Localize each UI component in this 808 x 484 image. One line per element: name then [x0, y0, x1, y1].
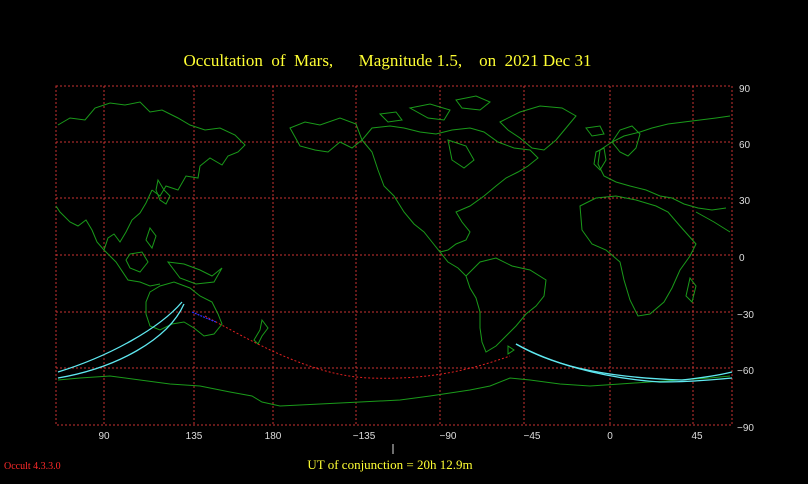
y-axis-labels: 90 60 30 0 −30 −60 −90: [737, 84, 754, 434]
coast-new-guinea: [166, 261, 223, 285]
x-tick-label: −45: [524, 431, 541, 442]
y-tick-label: 60: [739, 140, 751, 151]
coast-south-america: [465, 257, 547, 353]
version-label: Occult 4.3.3.0: [4, 461, 61, 472]
coast-north-asia: [57, 101, 246, 197]
occultation-path: [57, 301, 733, 383]
coast-north-america: [361, 125, 539, 253]
x-tick-label: −90: [440, 431, 457, 442]
coast-madagascar: [685, 276, 697, 303]
central-line-start: [191, 311, 217, 323]
coast-australia: [145, 281, 223, 337]
coast-scandinavia: [611, 125, 641, 157]
coast-antarctica: [57, 375, 731, 407]
coast-europe: [597, 115, 731, 211]
y-tick-label: 90: [739, 84, 751, 95]
path-limit-west-north: [57, 301, 183, 373]
y-tick-label: −30: [737, 310, 754, 321]
coast-iceland: [585, 125, 605, 137]
x-tick-label: −135: [353, 431, 376, 442]
coast-central-america: [439, 251, 467, 277]
coast-arctic-islands: [378, 95, 491, 123]
path-limit-east-south: [515, 343, 733, 383]
coast-greenland: [499, 105, 577, 151]
y-tick-label: 0: [739, 253, 745, 264]
y-tick-label: 30: [739, 196, 751, 207]
coast-hudson-bay: [447, 139, 475, 169]
x-tick-label: 0: [607, 431, 613, 442]
coast-sumatra-java: [103, 249, 161, 287]
x-axis-labels: 90 135 180 −135 −90 −45 0 45: [98, 431, 703, 442]
x-tick-label: 180: [265, 431, 282, 442]
path-limit-east-north: [515, 343, 733, 381]
y-tick-label: −90: [737, 423, 754, 434]
coast-borneo: [125, 251, 149, 273]
coast-philippines: [145, 226, 157, 250]
ut-of-conjunction: UT of conjunction = 20h 12.9m: [307, 457, 473, 472]
coastlines: [55, 95, 731, 407]
central-line: [204, 315, 511, 379]
x-tick-label: 90: [98, 431, 110, 442]
x-tick-label: 45: [691, 431, 703, 442]
coast-alaska: [289, 117, 363, 153]
coast-falklands: [507, 345, 515, 355]
coast-japan: [155, 178, 171, 205]
coast-arabia: [695, 211, 731, 233]
coast-africa: [579, 195, 697, 317]
map-title: Occultation of Mars, Magnitude 1.5, on 2…: [183, 51, 592, 70]
coast-east-asia: [55, 189, 153, 251]
path-limit-west-south: [57, 303, 185, 379]
coast-new-zealand: [253, 318, 269, 345]
x-tick-label: 135: [186, 431, 203, 442]
graticule: [56, 86, 732, 425]
coast-uk: [593, 147, 607, 171]
y-tick-label: −60: [737, 366, 754, 377]
